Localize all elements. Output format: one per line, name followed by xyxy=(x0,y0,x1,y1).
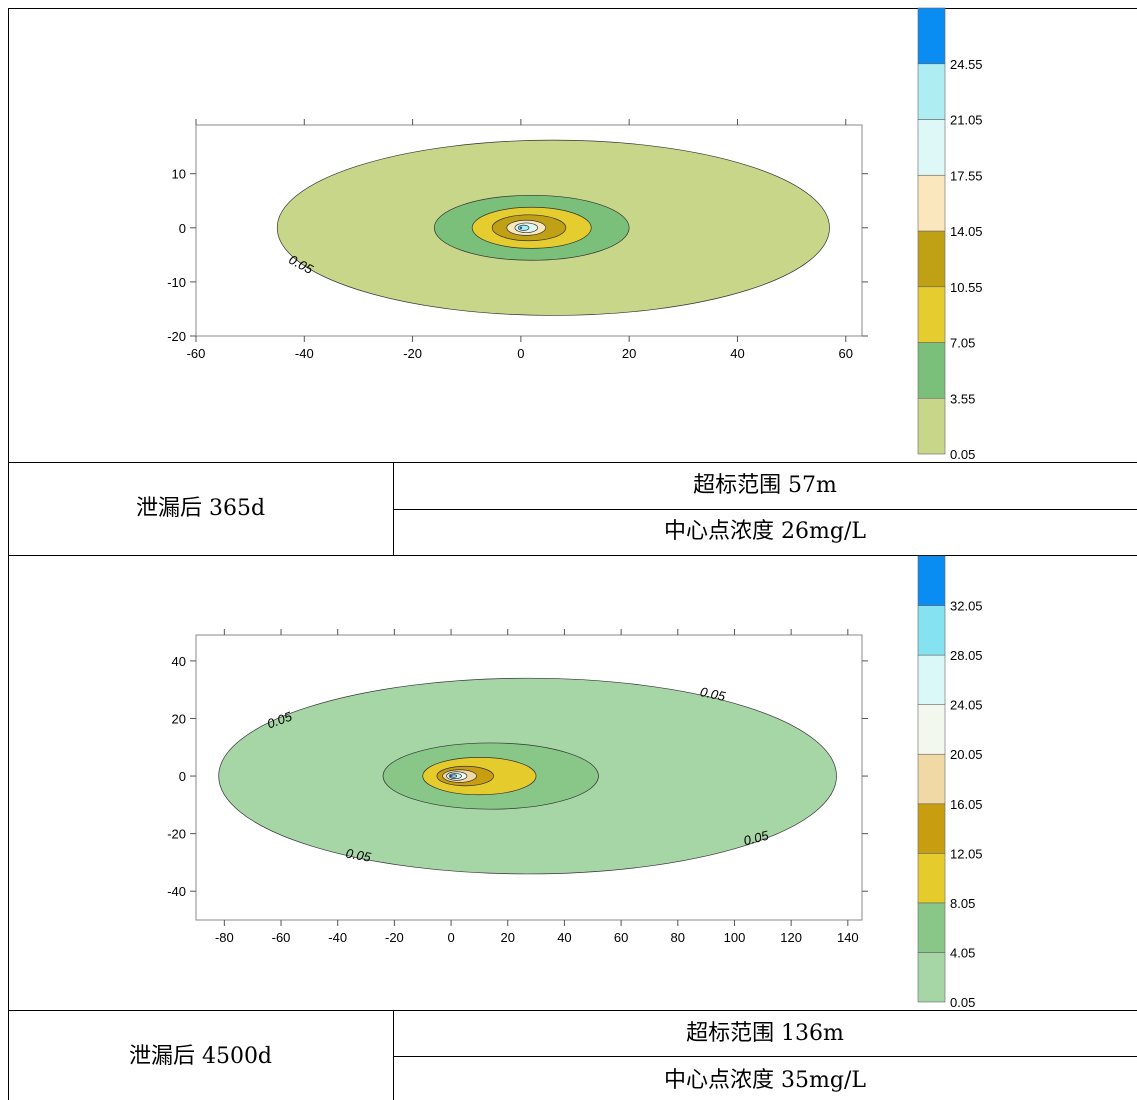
legend-swatch xyxy=(917,119,946,176)
legend-swatch xyxy=(917,704,946,755)
contour-regions xyxy=(276,139,830,316)
contour-chart: 0.05-60 -40 -20 0 20 40 60-20-100100.053.557.0… xyxy=(167,7,983,462)
time-label: 泄漏后 4500d xyxy=(128,1044,273,1069)
legend-label: 17.55 xyxy=(950,168,983,183)
contour-region xyxy=(517,224,530,231)
x-tick-label: -20 xyxy=(403,346,422,361)
legend-swatch xyxy=(917,605,946,656)
exceed-range-label: 超标范围 57m xyxy=(693,473,837,498)
column-divider xyxy=(393,1010,394,1100)
legend-swatch xyxy=(917,654,946,705)
center-concentration-label: 中心点浓度 35mg/L xyxy=(664,1068,866,1093)
x-tick-label: -40 xyxy=(295,346,314,361)
row-divider xyxy=(393,509,1137,510)
legend-swatch xyxy=(917,7,946,65)
legend-label: 3.55 xyxy=(950,391,975,406)
column-divider xyxy=(393,462,394,556)
y-tick-label: 0 xyxy=(179,769,186,784)
legend-swatch xyxy=(917,853,946,904)
source-point-marker xyxy=(519,226,523,230)
legend-label: 32.05 xyxy=(950,599,983,614)
legend-label: 24.55 xyxy=(950,57,983,72)
y-tick-label: -10 xyxy=(167,275,186,290)
x-tick-label: 20 xyxy=(501,930,515,945)
exceed-range-label: 超标范围 136m xyxy=(686,1021,844,1046)
x-tick-label: 0 xyxy=(447,930,454,945)
legend-label: 24.05 xyxy=(950,698,983,713)
x-tick-label: 60 xyxy=(614,930,628,945)
x-tick-label: -60 xyxy=(272,930,291,945)
x-tick-label: 0 xyxy=(517,346,524,361)
legend-swatch xyxy=(917,230,946,288)
x-tick-label: -80 xyxy=(215,930,234,945)
legend-swatch xyxy=(917,342,946,399)
y-tick-label: 0 xyxy=(179,221,186,236)
x-tick-label: -20 xyxy=(385,930,404,945)
row-divider xyxy=(393,1056,1137,1057)
y-tick-label: 40 xyxy=(172,654,186,669)
x-tick-label: -40 xyxy=(328,930,347,945)
legend-label: 0.05 xyxy=(950,447,975,462)
legend-swatch xyxy=(917,753,946,805)
legend-label: 16.05 xyxy=(950,797,983,812)
legend-label: 0.05 xyxy=(950,995,975,1010)
x-tick-label: 40 xyxy=(557,930,571,945)
plot-frame xyxy=(195,634,863,921)
source-point-marker xyxy=(449,774,453,778)
legend-swatch xyxy=(917,174,946,232)
row-divider xyxy=(8,555,1137,556)
x-tick-label: 20 xyxy=(622,346,636,361)
legend-label: 14.05 xyxy=(950,224,983,239)
legend-swatch xyxy=(917,952,946,1003)
contour-label: 0.05 xyxy=(699,684,728,704)
legend-swatch xyxy=(917,286,946,343)
legend-label: 21.05 xyxy=(950,113,983,128)
row-divider xyxy=(8,1010,1137,1011)
legend-label: 7.05 xyxy=(950,336,975,351)
contour-regions xyxy=(218,677,837,875)
y-tick-label: 10 xyxy=(172,167,186,182)
contour-label: 0.05 xyxy=(742,827,771,848)
x-tick-label: 40 xyxy=(730,346,744,361)
y-tick-label: -40 xyxy=(167,884,186,899)
contour-label: 0.05 xyxy=(345,846,373,865)
legend-label: 8.05 xyxy=(950,896,975,911)
y-tick-label: -20 xyxy=(167,329,186,344)
x-tick-label: 60 xyxy=(839,346,853,361)
x-tick-label: 120 xyxy=(780,930,802,945)
y-tick-label: 20 xyxy=(172,711,186,726)
row-divider xyxy=(8,462,1137,463)
contour-chart: 0.05 0.05 0.05 0.05 -80 -60 -40 -20 0 20 40 60 80 100… xyxy=(167,555,983,1010)
legend-label: 12.05 xyxy=(950,846,983,861)
legend-swatch xyxy=(917,63,946,120)
plot-frame xyxy=(195,124,863,337)
legend-swatch xyxy=(917,555,946,606)
x-tick-label: 100 xyxy=(724,930,746,945)
legend-swatch xyxy=(917,902,946,953)
legend-label: 28.05 xyxy=(950,648,983,663)
time-label: 泄漏后 365d xyxy=(135,496,266,521)
legend-swatch xyxy=(917,803,946,854)
legend-label: 10.55 xyxy=(950,280,983,295)
center-concentration-label: 中心点浓度 26mg/L xyxy=(664,519,866,544)
x-tick-label: 80 xyxy=(671,930,685,945)
legend-label: 4.05 xyxy=(950,945,975,960)
x-tick-label: 140 xyxy=(837,930,859,945)
x-tick-label: -60 xyxy=(187,346,206,361)
legend-label: 20.05 xyxy=(950,747,983,762)
y-tick-label: -20 xyxy=(167,827,186,842)
legend-swatch xyxy=(917,397,946,455)
figure-table xyxy=(8,8,1137,1100)
